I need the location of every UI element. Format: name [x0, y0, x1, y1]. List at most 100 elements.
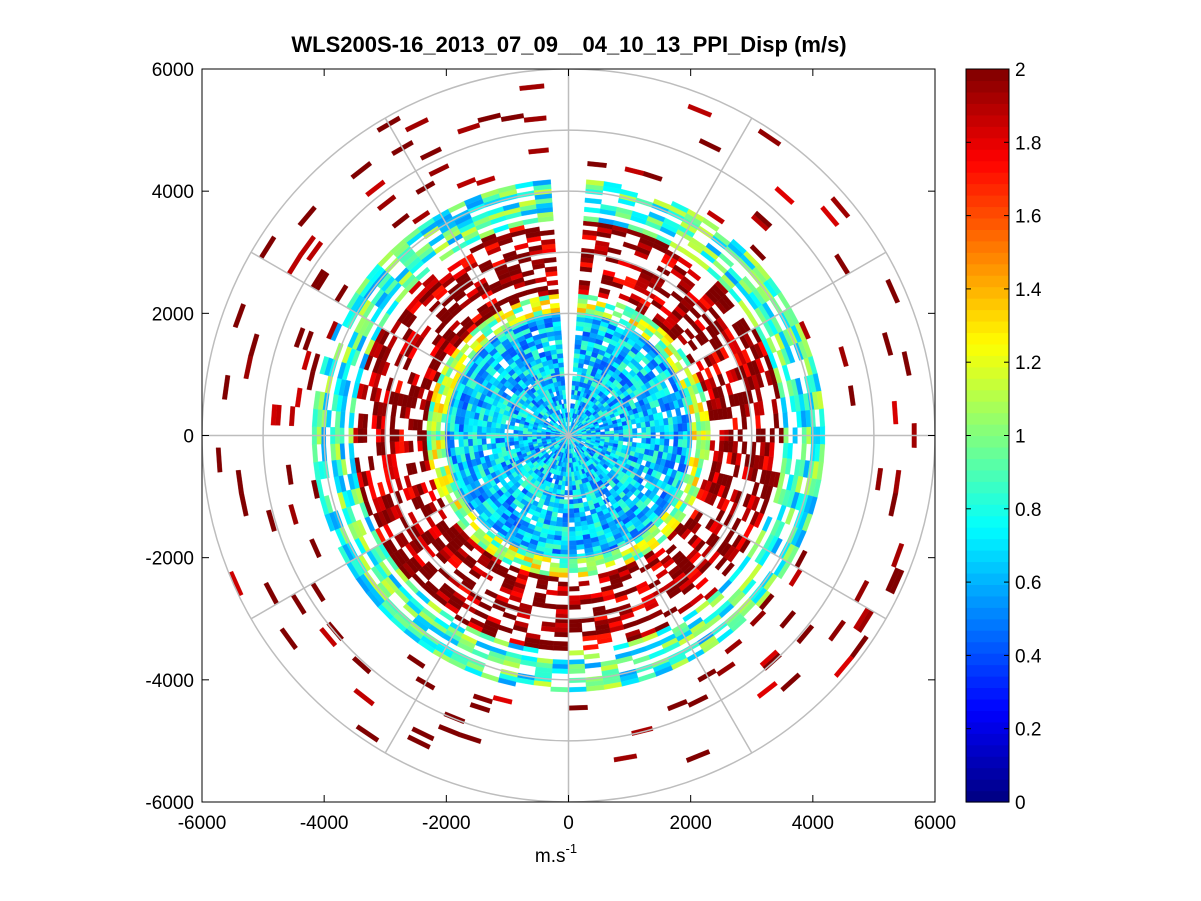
- colorbar-band: [966, 160, 1009, 173]
- data-cell: [568, 650, 584, 656]
- colorbar-band: [966, 69, 1009, 82]
- data-cell: [554, 631, 569, 638]
- data-cell: [568, 686, 587, 693]
- x-tick-label: -2000: [422, 813, 471, 834]
- data-cell: [560, 375, 565, 382]
- data-cell: [773, 413, 780, 429]
- data-cell: [573, 353, 581, 359]
- colorbar-band: [966, 435, 1009, 448]
- data-cell: [426, 440, 432, 451]
- colorbar-tick-label: 2: [1015, 60, 1026, 81]
- colorbar-band: [966, 607, 1009, 620]
- data-cell: [495, 437, 501, 444]
- data-cell: [574, 517, 581, 523]
- data-cell: [575, 334, 583, 341]
- colorbar-band: [966, 401, 1009, 414]
- data-cell: [476, 425, 483, 433]
- colorbar-band: [966, 194, 1009, 208]
- data-cell: [508, 437, 514, 442]
- data-cell: [547, 575, 559, 582]
- colorbar-tick-label: 1.4: [1015, 280, 1042, 301]
- data-cell: [572, 366, 579, 373]
- data-cell: [700, 439, 707, 451]
- data-cell: [568, 545, 577, 551]
- data-cell: [371, 414, 378, 429]
- data-cell: [430, 439, 437, 451]
- data-cell: [490, 427, 496, 434]
- data-cell: [572, 489, 577, 496]
- data-cell: [421, 440, 428, 451]
- data-cell: [695, 421, 702, 432]
- colorbar-band: [966, 309, 1009, 322]
- data-cell: [579, 598, 593, 605]
- data-cell: [682, 422, 688, 432]
- data-cell: [568, 513, 575, 519]
- data-cell: [467, 438, 473, 447]
- data-cell: [571, 476, 576, 482]
- data-cell: [664, 438, 670, 447]
- data-cell: [650, 426, 656, 433]
- data-cell: [560, 535, 569, 542]
- data-cell: [463, 438, 469, 447]
- y-tick-label: -2000: [145, 549, 194, 570]
- data-cell: [560, 489, 565, 496]
- data-cell: [555, 376, 561, 382]
- colorbar-band: [966, 676, 1009, 689]
- chart-title: WLS200S-16_2013_07_09__04_10_13_PPI_Disp…: [291, 32, 846, 57]
- colorbar-band: [966, 126, 1009, 139]
- colorbar-band: [966, 137, 1009, 150]
- data-cell: [561, 531, 569, 537]
- colorbar-band: [966, 756, 1009, 769]
- data-cell: [513, 440, 520, 446]
- data-cell: [668, 424, 674, 433]
- data-cell: [560, 540, 569, 546]
- data-cell: [389, 441, 396, 455]
- colorbar-band: [966, 446, 1009, 459]
- data-cell: [495, 422, 501, 429]
- data-cell: [645, 438, 652, 445]
- data-cell: [440, 439, 446, 450]
- data-cell: [348, 412, 355, 429]
- data-cell: [568, 558, 578, 564]
- data-cell: [560, 549, 569, 555]
- colorbar-band: [966, 779, 1009, 792]
- data-cell: [568, 503, 574, 509]
- colorbar-band: [966, 492, 1009, 505]
- data-cell: [677, 423, 684, 432]
- data-cell: [417, 440, 423, 452]
- x-tick-label: 0: [563, 813, 574, 834]
- data-cell: [490, 437, 496, 444]
- data-cell: [481, 426, 487, 433]
- x-tick-label: 4000: [792, 813, 834, 834]
- colorbar-band: [966, 595, 1009, 608]
- data-cell: [568, 563, 578, 569]
- x-tick-label: -4000: [300, 813, 349, 834]
- data-cell: [568, 663, 585, 670]
- data-cell: [481, 438, 487, 445]
- colorbar-band: [966, 298, 1009, 311]
- colorbar-band: [966, 504, 1009, 517]
- data-cell: [555, 609, 569, 615]
- x-tick-label: -6000: [178, 813, 227, 834]
- data-cell: [554, 339, 563, 345]
- data-cell: [573, 507, 580, 514]
- colorbar-band: [966, 721, 1009, 734]
- data-cell: [557, 357, 564, 364]
- data-cell: [650, 438, 656, 445]
- data-cell: [389, 416, 396, 430]
- data-cell: [334, 410, 341, 428]
- data-cell: [435, 421, 442, 432]
- data-cell: [618, 437, 624, 442]
- colorbar-gradient: [966, 69, 1009, 803]
- colorbar-band: [966, 653, 1009, 666]
- colorbar-band: [966, 320, 1009, 334]
- data-cell: [787, 443, 793, 460]
- data-cell: [562, 508, 569, 514]
- data-cell: [558, 498, 565, 505]
- data-cell: [576, 489, 582, 495]
- y-tick-label: -4000: [145, 671, 194, 692]
- data-cell: [517, 436, 524, 441]
- colorbar-band: [966, 103, 1009, 116]
- data-cell: [408, 440, 414, 453]
- data-cell: [732, 441, 739, 454]
